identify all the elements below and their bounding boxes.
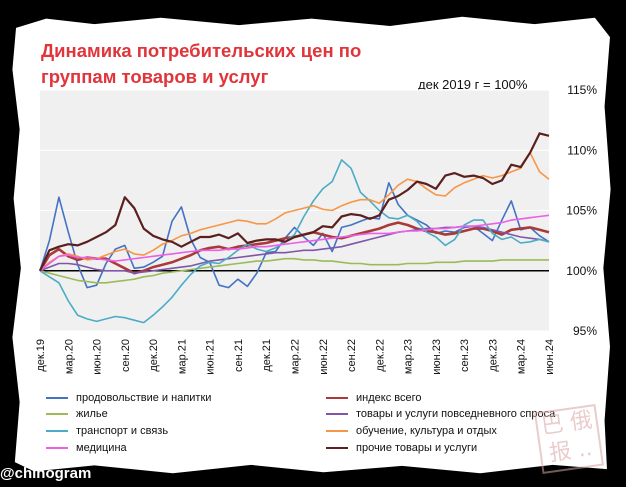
series-line — [39, 132, 550, 272]
x-tick-label: мар.23 — [403, 339, 415, 374]
legend-label: медицина — [76, 442, 127, 454]
legend-item: продовольствие и напитки — [46, 390, 211, 406]
x-tick-label: сен.22 — [346, 339, 358, 372]
legend-item: медицина — [46, 440, 127, 456]
legend-swatch — [326, 447, 348, 449]
legend-swatch — [46, 430, 68, 432]
x-tick-label: июн.20 — [92, 339, 104, 375]
legend-swatch — [46, 397, 68, 399]
legend-item: обучение, культура и отдых — [326, 423, 497, 439]
x-tick-label: сен.20 — [120, 339, 132, 372]
x-tick-label: июн.24 — [544, 339, 556, 375]
series-line — [39, 214, 550, 272]
x-tick-label: дек.23 — [487, 339, 499, 372]
legend-label: жилье — [76, 408, 108, 420]
chart-title: Динамика потребительских цен по группам … — [41, 40, 362, 87]
legend-swatch — [46, 447, 68, 449]
y-tick-label: 115% — [567, 83, 597, 97]
legend-item: транспорт и связь — [46, 423, 168, 439]
channel-credit: @chinogram — [0, 465, 92, 482]
y-tick-label: 100% — [566, 264, 597, 278]
x-tick-label: дек.19 — [35, 339, 47, 372]
x-tick-label: дек.22 — [374, 339, 386, 372]
x-tick-label: дек.20 — [148, 339, 160, 372]
x-axis-ticks: дек.19 мар.20 июн.20 сен.20 дек.20 мар.21 июн.… — [35, 339, 556, 375]
legend-label: индекс всего — [356, 392, 422, 404]
x-tick-label: июн.23 — [431, 339, 443, 375]
legend-item: индекс всего — [326, 390, 421, 406]
legend-label: обучение, культура и отдых — [356, 425, 497, 437]
y-axis-ticks: 95% 100% 105% 110% 115% — [566, 83, 597, 338]
legend-label: продовольствие и напитки — [76, 392, 212, 404]
series-line — [39, 182, 550, 289]
y-tick-label: 110% — [567, 143, 597, 157]
legend-swatch — [326, 397, 348, 399]
legend-swatch — [326, 430, 348, 432]
y-tick-label: 95% — [573, 324, 597, 338]
series-line — [39, 159, 550, 324]
base-period-note: дек 2019 г = 100% — [418, 77, 528, 92]
series-line — [39, 257, 549, 284]
y-tick-label: 105% — [566, 204, 597, 218]
x-tick-label: сен.23 — [459, 339, 471, 372]
x-tick-label: июн.21 — [205, 339, 217, 375]
legend-item: прочие товары и услуги — [326, 440, 477, 456]
legend-item: жилье — [46, 406, 108, 422]
legend-item: товары и услуги повседневного спроса — [326, 406, 555, 422]
series-lines — [38, 132, 550, 324]
x-tick-label: мар.21 — [176, 339, 188, 374]
x-tick-label: июн.22 — [318, 339, 330, 375]
x-tick-label: мар.20 — [63, 339, 75, 374]
series-line — [39, 151, 550, 272]
legend-swatch — [46, 413, 68, 415]
x-tick-label: мар.24 — [516, 339, 528, 374]
x-tick-label: мар.22 — [290, 339, 302, 374]
seal-stamp-image: 巴 俄报 .. — [533, 403, 605, 475]
x-tick-label: сен.21 — [233, 339, 245, 372]
legend-swatch — [326, 413, 348, 415]
legend-label: прочие товары и услуги — [356, 442, 478, 454]
legend-label: транспорт и связь — [76, 425, 169, 437]
legend-label: товары и услуги повседневного спроса — [356, 408, 556, 420]
x-tick-label: дек.21 — [261, 339, 273, 372]
